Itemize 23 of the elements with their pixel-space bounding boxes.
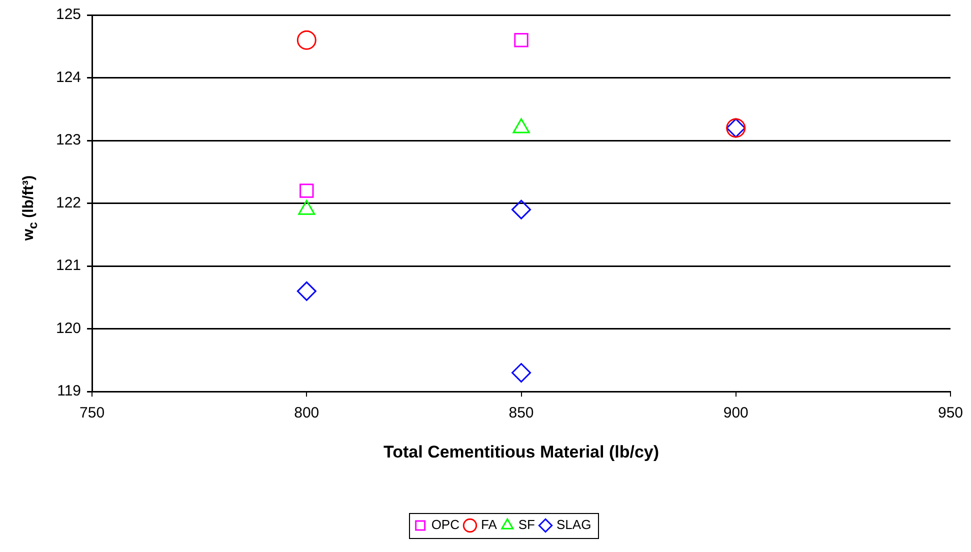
legend-label: OPC <box>431 517 460 532</box>
x-tick-label: 850 <box>508 404 534 422</box>
point <box>300 184 314 198</box>
legend-label: SF <box>518 517 536 532</box>
y-tick-label: 124 <box>56 68 82 86</box>
legend-label: SLAG <box>556 517 592 532</box>
y-tick-label: 119 <box>57 382 82 400</box>
point <box>514 32 528 48</box>
x-tick-label: 900 <box>723 404 748 422</box>
legend-label: FA <box>480 517 498 532</box>
x-tick-label: 800 <box>294 404 320 422</box>
y-tick-label: 121 <box>56 257 82 274</box>
point <box>296 30 316 50</box>
y-tick-label: 120 <box>56 320 82 337</box>
y-tick-label: 125 <box>56 6 82 24</box>
x-tick-label: 950 <box>938 404 963 422</box>
y-tick-label: 122 <box>56 194 82 212</box>
point <box>512 363 532 383</box>
x-tick-label: 750 <box>80 404 105 422</box>
y-tick-label: 123 <box>56 132 82 149</box>
x-axis-title: Total Cementitious Material (lb/cy) <box>384 442 660 462</box>
point <box>296 281 316 301</box>
point <box>512 200 532 220</box>
